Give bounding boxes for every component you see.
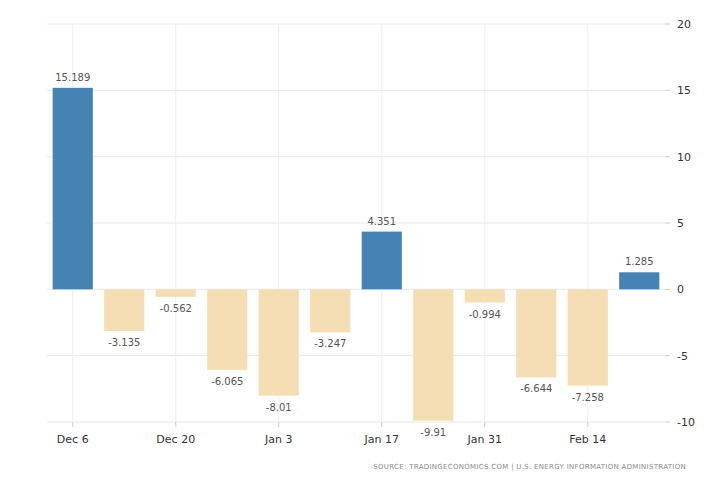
bar (207, 289, 247, 369)
x-tick-label: Jan 31 (467, 433, 502, 446)
bar (104, 289, 144, 331)
tick-mark (665, 223, 670, 224)
grid-line (47, 24, 665, 25)
data-label: 4.351 (367, 216, 396, 227)
y-tick-label: 15 (677, 84, 691, 97)
bar (568, 289, 608, 385)
bar (413, 289, 453, 420)
data-label: -0.562 (160, 303, 192, 314)
bars (53, 88, 660, 421)
x-tick-mark (587, 422, 588, 427)
data-label: -3.135 (108, 337, 140, 348)
y-tick-label: -5 (677, 350, 688, 363)
x-tick-mark (175, 422, 176, 427)
bar (619, 272, 659, 289)
data-label: -9.91 (420, 427, 446, 438)
tick-mark (665, 355, 670, 356)
x-tick-mark (381, 422, 382, 427)
y-tick-label: 5 (677, 217, 684, 230)
x-tick-label: Feb 14 (569, 433, 606, 446)
x-tick-mark (72, 422, 73, 427)
data-label: -7.258 (572, 392, 604, 403)
bar (259, 289, 299, 395)
y-tick-label: 20 (677, 18, 691, 31)
data-label: -8.01 (266, 402, 292, 413)
chart: -10 -5 0 5 10 15 20 Dec 6 Dec 20 Jan 3 Jan 17 Jan 3… (0, 0, 728, 485)
bar (516, 289, 556, 377)
data-label: 15.189 (55, 72, 90, 83)
x-tick-label: Jan 3 (264, 433, 292, 446)
v-grid-line (175, 24, 176, 422)
bar (53, 88, 93, 290)
y-tick-label: 10 (677, 151, 691, 164)
bar (465, 289, 505, 302)
tick-mark (665, 24, 670, 25)
data-label: -0.994 (469, 309, 501, 320)
grid-line (47, 422, 665, 423)
x-tick-mark (484, 422, 485, 427)
data-label: -6.065 (211, 376, 243, 387)
x-tick-label: Dec 6 (57, 433, 89, 446)
y-tick-label: -10 (677, 416, 695, 429)
bar (362, 232, 402, 290)
y-tick-label: 0 (677, 283, 684, 296)
data-label: -3.247 (314, 338, 346, 349)
tick-mark (665, 90, 670, 91)
x-tick-mark (278, 422, 279, 427)
bar (156, 289, 196, 296)
data-label: -6.644 (520, 383, 552, 394)
x-tick-label: Dec 20 (156, 433, 195, 446)
grid-line (47, 156, 665, 157)
tick-mark (665, 422, 670, 423)
x-tick-label: Jan 17 (364, 433, 399, 446)
grid-line (47, 223, 665, 224)
v-grid-line (484, 24, 485, 422)
data-label: 1.285 (625, 256, 654, 267)
tick-mark (665, 289, 670, 290)
source: SOURCE: TRADINGECONOMICS.COM | U.S. ENER… (373, 463, 686, 471)
grid-line (47, 90, 665, 91)
bar (310, 289, 350, 332)
tick-mark (665, 156, 670, 157)
